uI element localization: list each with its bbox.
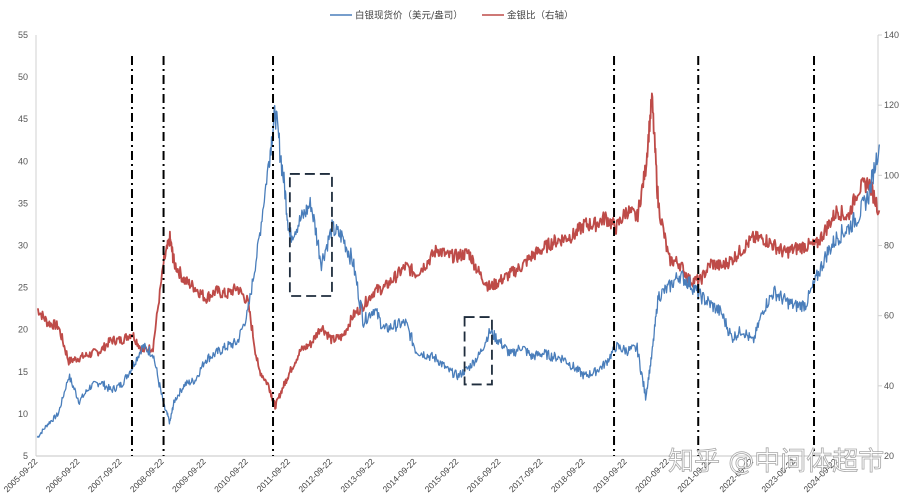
highlight-boxes xyxy=(288,173,493,386)
left-y-tick: 5 xyxy=(23,451,28,461)
right-y-tick-labels: 20 40 60 80 100 120 140 xyxy=(878,30,899,461)
silver-price-line xyxy=(36,104,880,438)
legend: 白银现货价（美元/盎司） 金银比（右轴） xyxy=(330,10,574,22)
right-y-tick: 140 xyxy=(884,30,899,40)
x-tick: 2009-09-22 xyxy=(170,456,208,494)
left-y-tick: 40 xyxy=(18,156,28,166)
right-y-tick: 80 xyxy=(884,241,894,251)
highlight-box xyxy=(288,173,333,297)
legend-ratio-label: 金银比（右轴） xyxy=(507,10,574,22)
x-tick: 2005-09-22 xyxy=(2,456,40,494)
x-tick: 2014-09-22 xyxy=(380,456,418,494)
x-tick: 2013-09-22 xyxy=(338,456,376,494)
x-tick: 2012-09-22 xyxy=(296,456,334,494)
legend-silver-label: 白银现货价（美元/盎司） xyxy=(355,10,463,22)
x-tick: 2015-09-22 xyxy=(423,456,461,494)
x-tick: 2008-09-22 xyxy=(128,456,166,494)
x-tick: 2020-09-22 xyxy=(633,456,671,494)
left-y-tick: 30 xyxy=(18,241,28,251)
right-y-tick: 120 xyxy=(884,100,899,110)
gold-silver-ratio-line xyxy=(37,92,881,410)
left-y-tick: 10 xyxy=(18,409,28,419)
left-y-tick: 15 xyxy=(18,367,28,377)
x-tick: 2006-09-22 xyxy=(44,456,82,494)
watermark: 知乎 @中间体超市 xyxy=(668,447,884,477)
right-y-tick: 40 xyxy=(884,381,894,391)
x-tick: 2017-09-22 xyxy=(507,456,545,494)
highlight-box xyxy=(463,316,493,386)
x-tick: 2016-09-22 xyxy=(465,456,503,494)
x-tick: 2010-09-22 xyxy=(212,456,250,494)
left-y-tick: 55 xyxy=(18,30,28,40)
x-tick: 2011-09-22 xyxy=(255,456,293,494)
right-y-tick: 20 xyxy=(884,451,894,461)
x-tick: 2018-09-22 xyxy=(549,456,587,494)
left-y-tick-labels: 5 10 15 20 25 30 35 40 45 50 55 xyxy=(18,30,28,461)
x-tick: 2007-09-22 xyxy=(86,456,124,494)
right-y-tick: 100 xyxy=(884,170,899,180)
left-y-tick: 35 xyxy=(18,198,28,208)
right-y-tick: 60 xyxy=(884,311,894,321)
left-y-tick: 45 xyxy=(18,114,28,124)
left-y-tick: 25 xyxy=(18,283,28,293)
x-tick: 2019-09-22 xyxy=(591,456,629,494)
left-y-tick: 20 xyxy=(18,325,28,335)
left-y-tick: 50 xyxy=(18,72,28,82)
